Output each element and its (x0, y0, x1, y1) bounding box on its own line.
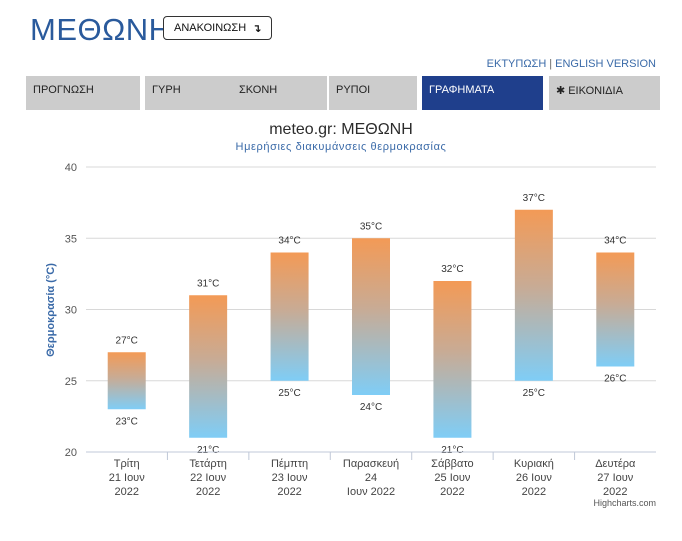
x-tick-label: Σάββατο (431, 458, 473, 470)
x-tick-label: 2022 (603, 486, 627, 498)
tab-label: ΕΙΚΟΝΙΔΙΑ (568, 85, 623, 97)
top-links: ΕΚΤΥΠΩΣΗ | ENGLISH VERSION (487, 58, 656, 70)
tab-label: ΓΥΡΗ (152, 84, 181, 96)
low-temp-label: 26°C (604, 374, 626, 385)
x-tick-label: 2022 (277, 486, 301, 498)
x-tick-label: Κυριακή (514, 458, 554, 470)
high-temp-label: 34°C (278, 236, 300, 247)
x-tick-label: Τρίτη (114, 458, 140, 470)
announcement-button[interactable]: ΑΝΑΚΟΙΝΩΣΗ ↴ (163, 16, 273, 40)
x-tick-label: Πέμπτη (271, 458, 308, 470)
tab-label: ΡΥΠΟΙ (336, 84, 371, 96)
low-temp-label: 25°C (523, 388, 545, 399)
x-tick-label: 2022 (522, 486, 546, 498)
high-temp-label: 35°C (360, 221, 382, 232)
y-tick-label: 35 (65, 233, 77, 245)
page-title: ΜΕΘΩΝΗ (30, 12, 172, 47)
x-tick-label: 23 Ιουν (272, 472, 308, 484)
high-temp-label: 34°C (604, 236, 626, 247)
x-tick-label: Παρασκευή (343, 458, 399, 470)
high-temp-label: 37°C (523, 193, 545, 204)
tab-widgets[interactable]: ✱ ΕΙΚΟΝΙΔΙΑ (549, 76, 660, 110)
english-version-link[interactable]: ENGLISH VERSION (555, 58, 656, 70)
x-tick-label: 24 (365, 472, 377, 484)
high-temp-label: 31°C (197, 278, 219, 289)
temperature-bar[interactable] (107, 352, 146, 410)
x-tick-label: 26 Ιουν (516, 472, 552, 484)
low-temp-label: 23°C (116, 416, 138, 427)
low-temp-label: 21°C (197, 445, 219, 456)
high-temp-label: 32°C (441, 264, 463, 275)
y-tick-label: 25 (65, 376, 77, 388)
temperature-bar[interactable] (270, 252, 309, 381)
y-tick-label: 40 (65, 162, 77, 174)
highcharts-credit[interactable]: Highcharts.com (593, 498, 656, 508)
tab-pollutants[interactable]: ΡΥΠΟΙ (329, 76, 417, 110)
tab-forecast[interactable]: ΠΡΟΓΝΩΣΗ (26, 76, 140, 110)
low-temp-label: 25°C (278, 388, 300, 399)
y-tick-label: 30 (65, 305, 77, 317)
temperature-bar[interactable] (514, 209, 553, 381)
y-axis-label: Θερμοκρασία (°C) (45, 263, 57, 357)
x-tick-label: Τετάρτη (189, 458, 227, 470)
x-tick-label: 27 Ιουν (597, 472, 633, 484)
chart-title: meteo.gr: ΜΕΘΩΝΗ (269, 121, 413, 138)
x-tick-label: Δευτέρα (595, 458, 636, 470)
print-link[interactable]: ΕΚΤΥΠΩΣΗ (486, 58, 547, 70)
arrow-icon: ↴ (252, 22, 262, 35)
x-tick-label: 2022 (440, 486, 464, 498)
x-tick-label: Ιουν 2022 (347, 486, 395, 498)
x-tick-label: 21 Ιουν (109, 472, 145, 484)
x-tick-label: 25 Ιουν (434, 472, 470, 484)
high-temp-label: 27°C (116, 335, 138, 346)
announcement-label: ΑΝΑΚΟΙΝΩΣΗ (174, 22, 247, 34)
tab-charts[interactable]: ΓΡΑΦΗΜΑΤΑ (422, 76, 543, 110)
tab-label: ΓΡΑΦΗΜΑΤΑ (429, 84, 495, 96)
gear-icon: ✱ (556, 85, 566, 97)
temperature-bar[interactable] (189, 295, 228, 438)
temperature-bar[interactable] (596, 252, 635, 367)
low-temp-label: 24°C (360, 402, 382, 413)
x-tick-label: 2022 (114, 486, 138, 498)
temperature-bar[interactable] (352, 238, 390, 395)
temperature-bar[interactable] (433, 281, 472, 438)
link-separator: | (549, 58, 553, 70)
chart-subtitle: Ημερήσιες διακυμάνσεις θερμοκρασίας (235, 141, 447, 153)
tab-pollen[interactable]: ΓΥΡΗ (145, 76, 240, 110)
low-temp-label: 21°C (441, 445, 463, 456)
tab-label: ΠΡΟΓΝΩΣΗ (33, 84, 94, 96)
tab-dust[interactable]: ΣΚΟΝΗ (232, 76, 327, 110)
x-tick-label: 2022 (196, 486, 220, 498)
y-tick-label: 20 (65, 447, 77, 459)
x-tick-label: 22 Ιουν (190, 472, 226, 484)
tab-label: ΣΚΟΝΗ (239, 84, 278, 96)
